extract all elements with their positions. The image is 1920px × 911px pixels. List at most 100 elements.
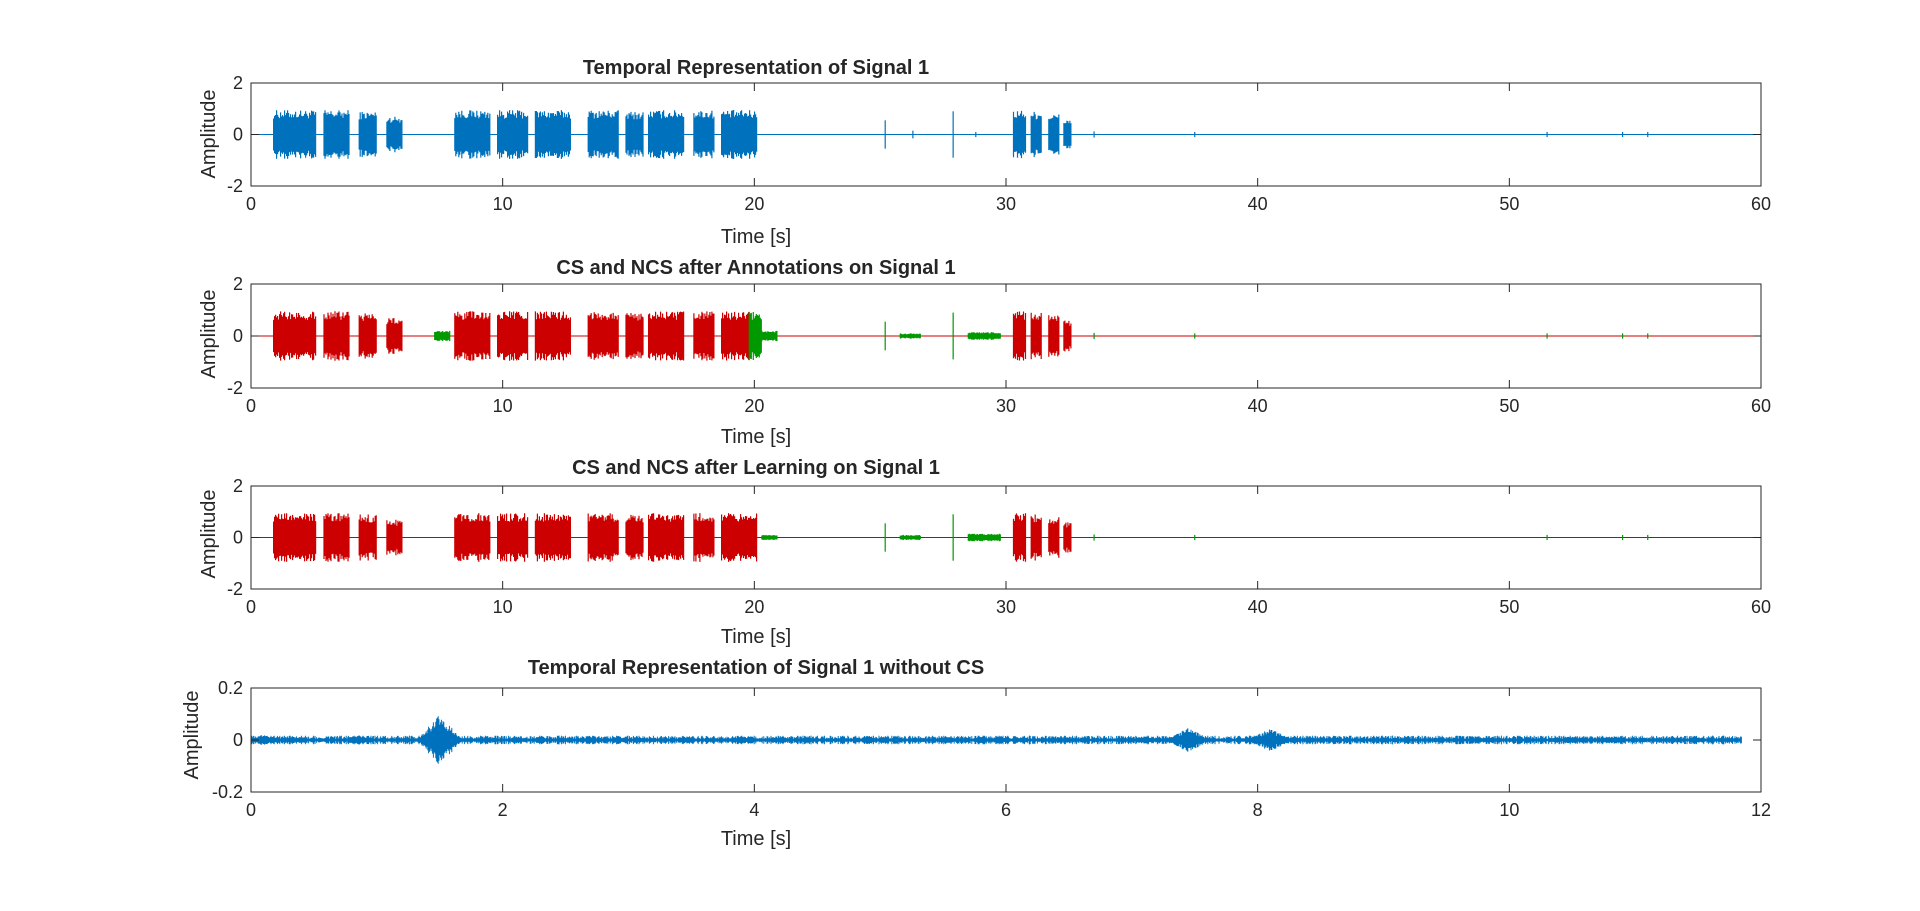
panel-2-series-1-burst-7	[534, 311, 571, 361]
panel-3-xtick-label-4: 30	[996, 597, 1016, 617]
panel-2: CS and NCS after Annotations on Signal 1…	[198, 257, 1771, 448]
panel-3-series-1	[251, 513, 1761, 562]
panel-3-xtick-label-5: 40	[1248, 597, 1268, 617]
panel-3-xlabel: Time [s]	[721, 626, 791, 648]
panel-1-plot-area: 0 10 20 30 40 50 60-202	[227, 73, 1771, 214]
panel-2-series-1-burst-4	[386, 318, 403, 354]
panel-3-series-2-burst-3	[967, 533, 1001, 542]
panel-2-xtick-label-3: 20	[744, 396, 764, 416]
panel-3-xtick-label-1: 0	[246, 597, 256, 617]
panel-4-xtick-label-5: 8	[1253, 800, 1263, 820]
panel-4-series-1	[250, 716, 1742, 764]
panel-3-series-2-burst-1	[761, 535, 778, 540]
panel-2-series-1-burst-5	[454, 311, 491, 361]
panel-2-series-1-burst-10	[648, 311, 685, 361]
panel-4-xtick-label-3: 4	[749, 800, 759, 820]
panel-2-series-1-burst-14	[1030, 312, 1042, 360]
panel-4-xtick-label-1: 0	[246, 800, 256, 820]
panel-2-ytick-label-1: -2	[227, 378, 243, 398]
panel-1-series-1-burst-9	[625, 111, 644, 158]
panel-2-xtick-label-2: 10	[493, 396, 513, 416]
panel-3-series-1-burst-15	[1048, 517, 1060, 558]
panel-2-series-1-burst-9	[625, 313, 644, 359]
panel-1-series-1-burst-10	[648, 110, 685, 159]
panel-2-series-2-burst-3	[761, 330, 778, 342]
panel-2-plot-area: 0 10 20 30 40 50 60-202	[227, 274, 1771, 416]
panel-1-xlabel: Time [s]	[721, 226, 791, 248]
panel-1-xtick-label-2: 10	[493, 194, 513, 214]
panel-2-xtick-label-7: 60	[1751, 396, 1771, 416]
panel-3-series-1-burst-12	[721, 513, 758, 562]
panel-3-series-1-burst-1	[273, 513, 317, 562]
panel-2-series-2-burst-2	[748, 311, 762, 361]
panel-3-ylabel: Amplitude	[198, 490, 220, 579]
panel-3: CS and NCS after Learning on Signal 1 Am…	[198, 457, 1771, 648]
panel-1-series-1-burst-2	[323, 110, 350, 159]
panel-3-series-2	[761, 514, 1649, 561]
panel-1-series-1-burst-16	[1063, 120, 1072, 149]
panel-1-xtick-label-7: 60	[1751, 194, 1771, 214]
panel-2-series-1-burst-8	[587, 312, 619, 360]
panel-1: Temporal Representation of Signal 1 Ampl…	[198, 57, 1771, 248]
panel-1-ytick-label-3: 2	[233, 73, 243, 93]
panel-4-plot-area: 0 2 4 6 8 10 12-0.200.2	[212, 678, 1771, 820]
panel-4-ylabel: Amplitude	[181, 691, 203, 780]
panel-3-series-1-burst-8	[587, 513, 619, 562]
panel-1-xtick-label-1: 0	[246, 194, 256, 214]
panel-4-xtick-label-7: 12	[1751, 800, 1771, 820]
panel-4-ytick-label-2: 0	[233, 730, 243, 750]
panel-2-series-2-burst-1	[434, 330, 451, 342]
panel-2-series-2-burst-5	[967, 332, 1001, 340]
panel-2-ytick-label-2: 0	[233, 326, 243, 346]
panel-2-series-2-burst-4	[899, 333, 921, 339]
panel-1-series-1-burst-6	[497, 110, 529, 159]
panel-3-series-1-burst-10	[648, 513, 685, 562]
panel-2-series-1-burst-1	[273, 311, 317, 361]
panel-1-series-1-burst-5	[454, 110, 491, 159]
panel-3-xtick-label-2: 10	[493, 597, 513, 617]
panel-3-plot-area: 0 10 20 30 40 50 60-202	[227, 476, 1771, 617]
panel-3-ytick-label-1: -2	[227, 579, 243, 599]
panel-1-series-1-burst-14	[1030, 111, 1042, 158]
panel-1-ytick-label-1: -2	[227, 176, 243, 196]
panel-1-xtick-label-6: 50	[1499, 194, 1519, 214]
panel-3-ytick-label-3: 2	[233, 476, 243, 496]
panel-4-title: Temporal Representation of Signal 1 with…	[528, 657, 984, 679]
panel-1-title: Temporal Representation of Signal 1	[583, 57, 929, 79]
panel-1-series-1-burst-7	[534, 110, 571, 159]
panel-2-xtick-label-6: 50	[1499, 396, 1519, 416]
panel-4-xtick-label-4: 6	[1001, 800, 1011, 820]
panel-4-series-1-trace	[250, 716, 1742, 764]
panel-1-series-1-burst-3	[358, 112, 377, 157]
panel-2-xtick-label-4: 30	[996, 396, 1016, 416]
panel-4-xtick-label-6: 10	[1499, 800, 1519, 820]
panel-2-xlabel: Time [s]	[721, 426, 791, 448]
panel-2-series-1-burst-16	[1063, 320, 1072, 352]
panel-1-series-1-burst-15	[1048, 114, 1060, 155]
panel-2-series-1-burst-6	[497, 311, 529, 361]
panel-3-xtick-label-3: 20	[744, 597, 764, 617]
panel-2-xtick-label-5: 40	[1248, 396, 1268, 416]
panel-2-series-1	[251, 311, 1761, 361]
panel-4-xlabel: Time [s]	[721, 828, 791, 850]
panel-3-title: CS and NCS after Learning on Signal 1	[572, 457, 940, 479]
panel-2-series-1-burst-15	[1048, 315, 1060, 357]
panel-3-series-1-burst-14	[1030, 514, 1042, 561]
panel-1-series-1-burst-12	[721, 110, 758, 159]
panel-1-series-1	[251, 110, 1761, 159]
panel-1-series-1-burst-8	[587, 110, 619, 159]
panel-1-xtick-label-4: 30	[996, 194, 1016, 214]
panel-2-ytick-label-3: 2	[233, 274, 243, 294]
panel-3-series-1-burst-7	[534, 513, 571, 562]
panel-3-series-1-burst-6	[497, 513, 529, 562]
panel-3-series-1-burst-11	[693, 513, 715, 562]
panel-3-series-1-burst-9	[625, 514, 644, 561]
panel-3-series-1-burst-3	[358, 514, 377, 561]
panel-1-xtick-label-3: 20	[744, 194, 764, 214]
panel-1-xtick-label-5: 40	[1248, 194, 1268, 214]
panel-1-ylabel: Amplitude	[198, 90, 220, 179]
panel-3-xtick-label-6: 50	[1499, 597, 1519, 617]
panel-4-xtick-label-2: 2	[498, 800, 508, 820]
panel-3-series-1-burst-4	[386, 519, 403, 556]
